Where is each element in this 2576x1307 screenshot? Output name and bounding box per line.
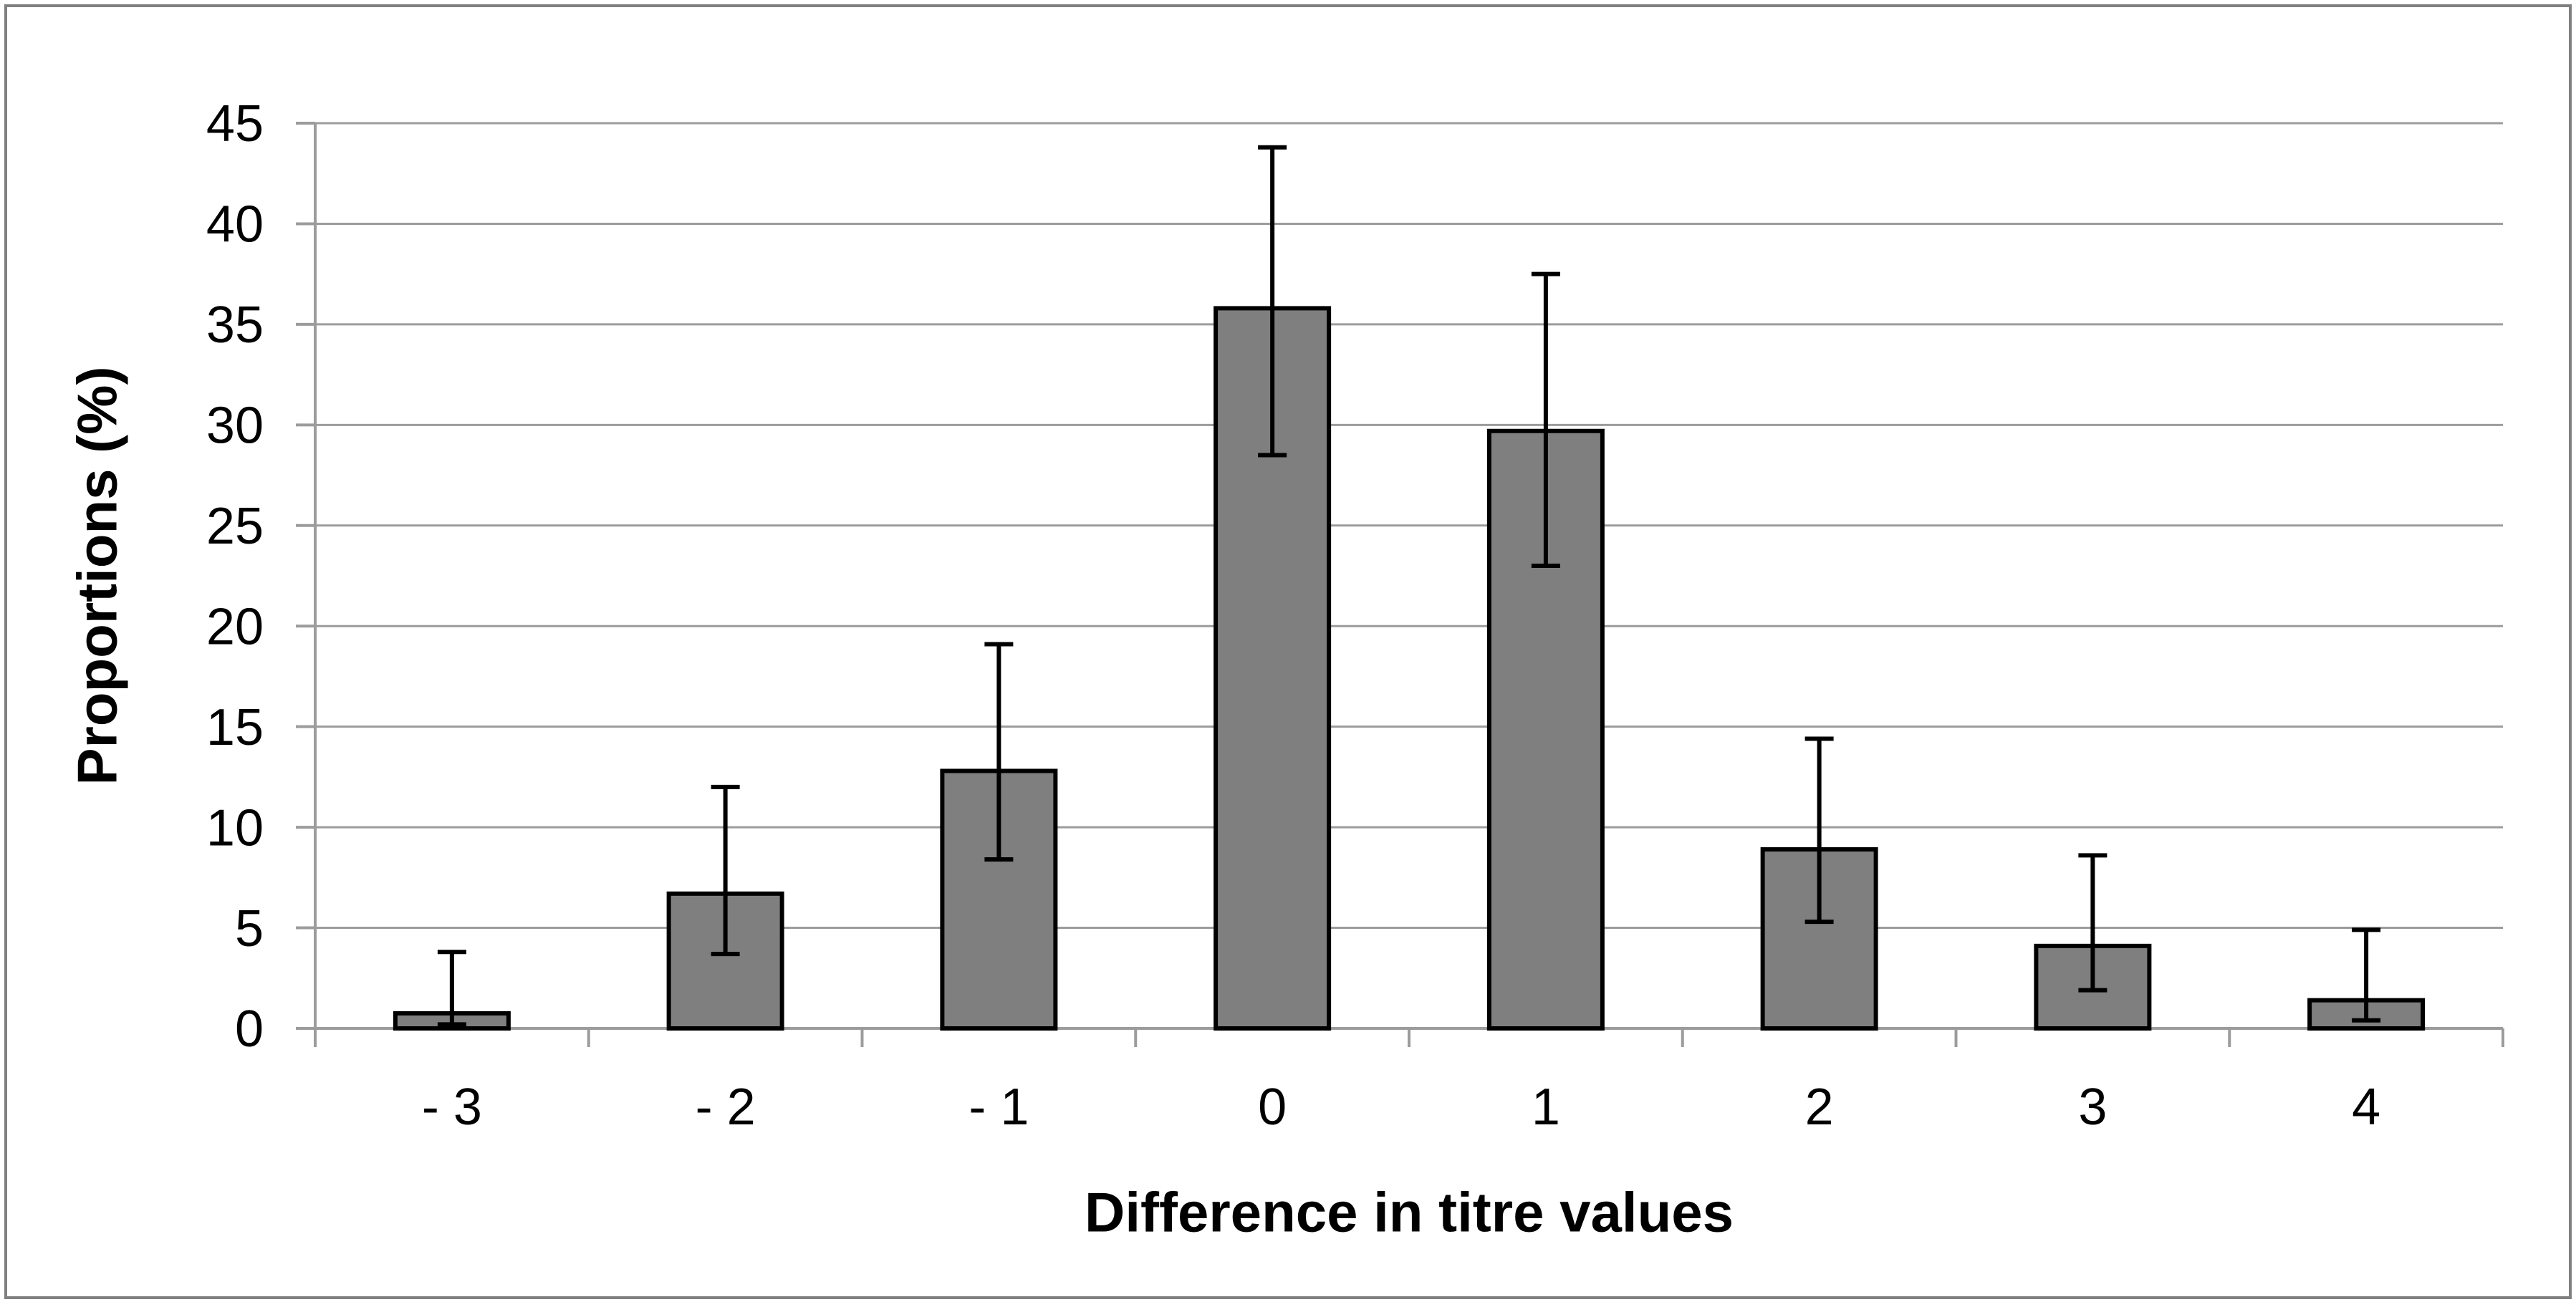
y-tick-label: 0 xyxy=(235,1000,264,1058)
y-tick-label: 30 xyxy=(206,397,264,455)
y-tick-label: 10 xyxy=(206,799,264,857)
y-tick-label: 5 xyxy=(235,900,264,958)
x-axis-title: Difference in titre values xyxy=(1085,1180,1734,1243)
x-tick-label: - 2 xyxy=(696,1079,756,1136)
y-tick-label: 35 xyxy=(206,296,264,354)
x-tick-label: 1 xyxy=(1532,1079,1560,1136)
x-tick-label: 3 xyxy=(2078,1079,2107,1136)
bar xyxy=(666,891,784,1031)
x-tick-label: 0 xyxy=(1258,1079,1287,1136)
y-tick-label: 40 xyxy=(206,196,264,254)
y-tick-label: 20 xyxy=(206,598,264,655)
y-tick-label: 45 xyxy=(206,95,264,153)
x-tick-label: - 3 xyxy=(422,1079,482,1136)
y-tick-label: 25 xyxy=(206,498,264,555)
y-tick-label: 15 xyxy=(206,699,264,756)
y-axis-title: Proportions (%) xyxy=(65,367,128,786)
chart-frame-border xyxy=(4,4,2572,1299)
x-tick-label: - 1 xyxy=(969,1079,1029,1136)
x-tick-label: 4 xyxy=(2352,1079,2380,1136)
x-tick-label: 2 xyxy=(1805,1079,1834,1136)
